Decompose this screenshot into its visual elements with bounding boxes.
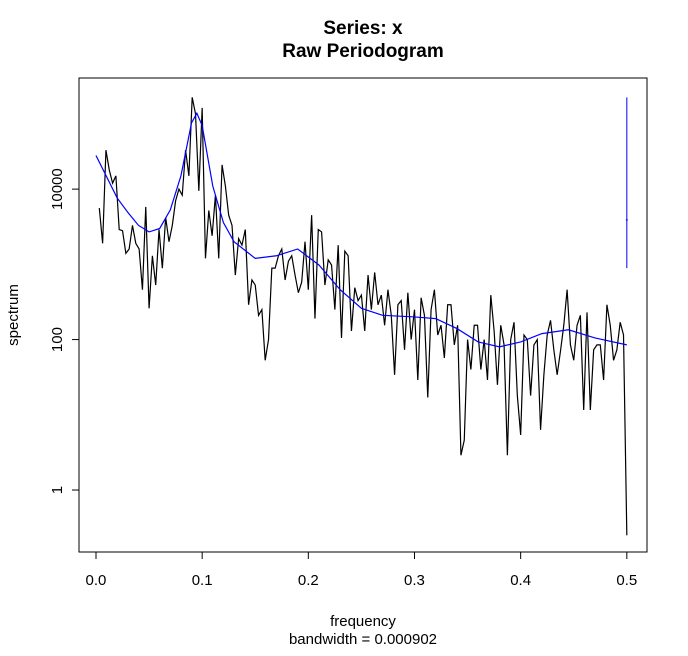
y-tick-label: 100 <box>49 327 66 352</box>
series-line <box>98 97 628 536</box>
x-tick-label: 0.5 <box>616 572 637 589</box>
x-tick-label: 0.2 <box>298 572 319 589</box>
x-tick-label: 0.1 <box>192 572 213 589</box>
x-axis-label: frequency <box>330 613 396 630</box>
x-axis-sublabel: bandwidth = 0.000902 <box>289 631 437 648</box>
plot-frame <box>78 77 648 553</box>
x-tick-label: 0.3 <box>404 572 425 589</box>
x-tick-label: 0.0 <box>86 572 107 589</box>
x-tick-label: 0.4 <box>510 572 531 589</box>
chart-title: Series: x <box>323 18 403 39</box>
y-tick-label: 10000 <box>49 168 66 210</box>
y-axis-label: spectrum <box>5 284 22 346</box>
y-tick-label: 1 <box>49 486 66 494</box>
series-line <box>95 111 627 348</box>
chart-subtitle: Raw Periodogram <box>282 41 444 62</box>
